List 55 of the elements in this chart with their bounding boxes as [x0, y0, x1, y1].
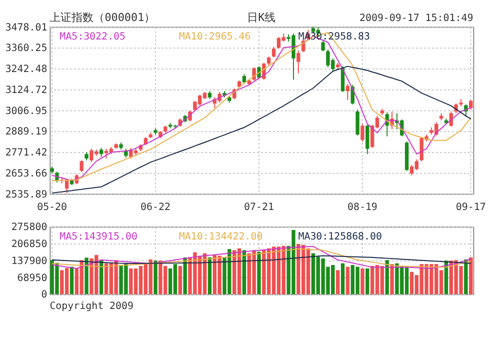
bar	[336, 270, 340, 294]
bar	[366, 268, 370, 294]
candlestick	[356, 109, 360, 136]
text: 2009-09-17 15:01:49	[359, 12, 474, 24]
bar	[178, 266, 182, 294]
candlestick	[296, 50, 300, 74]
y-tick-label: 206850	[11, 238, 48, 250]
x-tick-label: 08-19	[347, 202, 378, 214]
bar	[468, 257, 473, 294]
text: MA10:2965.46	[178, 32, 251, 43]
y-tick-label: 2889.19	[5, 126, 48, 138]
y-tick-label: 3478.01	[5, 22, 48, 34]
bar	[70, 266, 74, 294]
text: Copyright 2009	[50, 301, 134, 312]
line-series	[52, 66, 472, 194]
candlestick	[360, 123, 364, 142]
bar	[183, 257, 187, 294]
candlestick	[252, 66, 256, 81]
y-tick-label: 2653.66	[5, 168, 48, 180]
y-tick-label: 68950	[17, 272, 48, 284]
y-tick-label: 137900	[11, 256, 48, 267]
text: MA5:3022.05	[60, 32, 126, 43]
y-tick-label: 3242.48	[5, 64, 48, 76]
x-tick-label: 09-17	[456, 202, 486, 214]
bar	[154, 260, 158, 294]
line-series	[52, 255, 472, 264]
candlestick	[468, 99, 473, 110]
x-tick-label: 05-20	[37, 202, 68, 214]
y-tick-label: 275800	[11, 222, 48, 234]
bar	[360, 268, 364, 294]
chart-title: 上证指数（000001）	[50, 10, 156, 24]
y-tick-label: 3360.25	[5, 43, 48, 54]
bar	[84, 258, 88, 294]
y-tick-label: 2771.42	[5, 148, 48, 159]
x-tick-label: 07-21	[244, 202, 274, 214]
bar	[346, 266, 350, 294]
x-tick-label: 06-22	[140, 202, 170, 214]
y-tick-label: 3006.95	[5, 106, 48, 117]
y-tick-label: 3124.72	[5, 84, 48, 96]
series-label: MA30:125868.00	[298, 232, 382, 243]
bar	[385, 260, 389, 294]
y-tick-label: 2535.89	[5, 189, 48, 200]
chart-subtitle: 日K线	[247, 10, 276, 24]
candlestick	[366, 124, 370, 155]
candlestick	[321, 40, 325, 52]
candlestick	[350, 84, 354, 105]
candlestick	[272, 46, 276, 58]
bar	[340, 263, 345, 294]
series-label: MA10:134422.00	[178, 232, 263, 243]
candlestick	[80, 160, 84, 172]
y-tick-label: 0	[41, 290, 48, 301]
bar	[390, 264, 394, 294]
bar	[464, 259, 468, 294]
bar	[257, 252, 261, 294]
series-label: MA5:143915.00	[60, 232, 138, 243]
